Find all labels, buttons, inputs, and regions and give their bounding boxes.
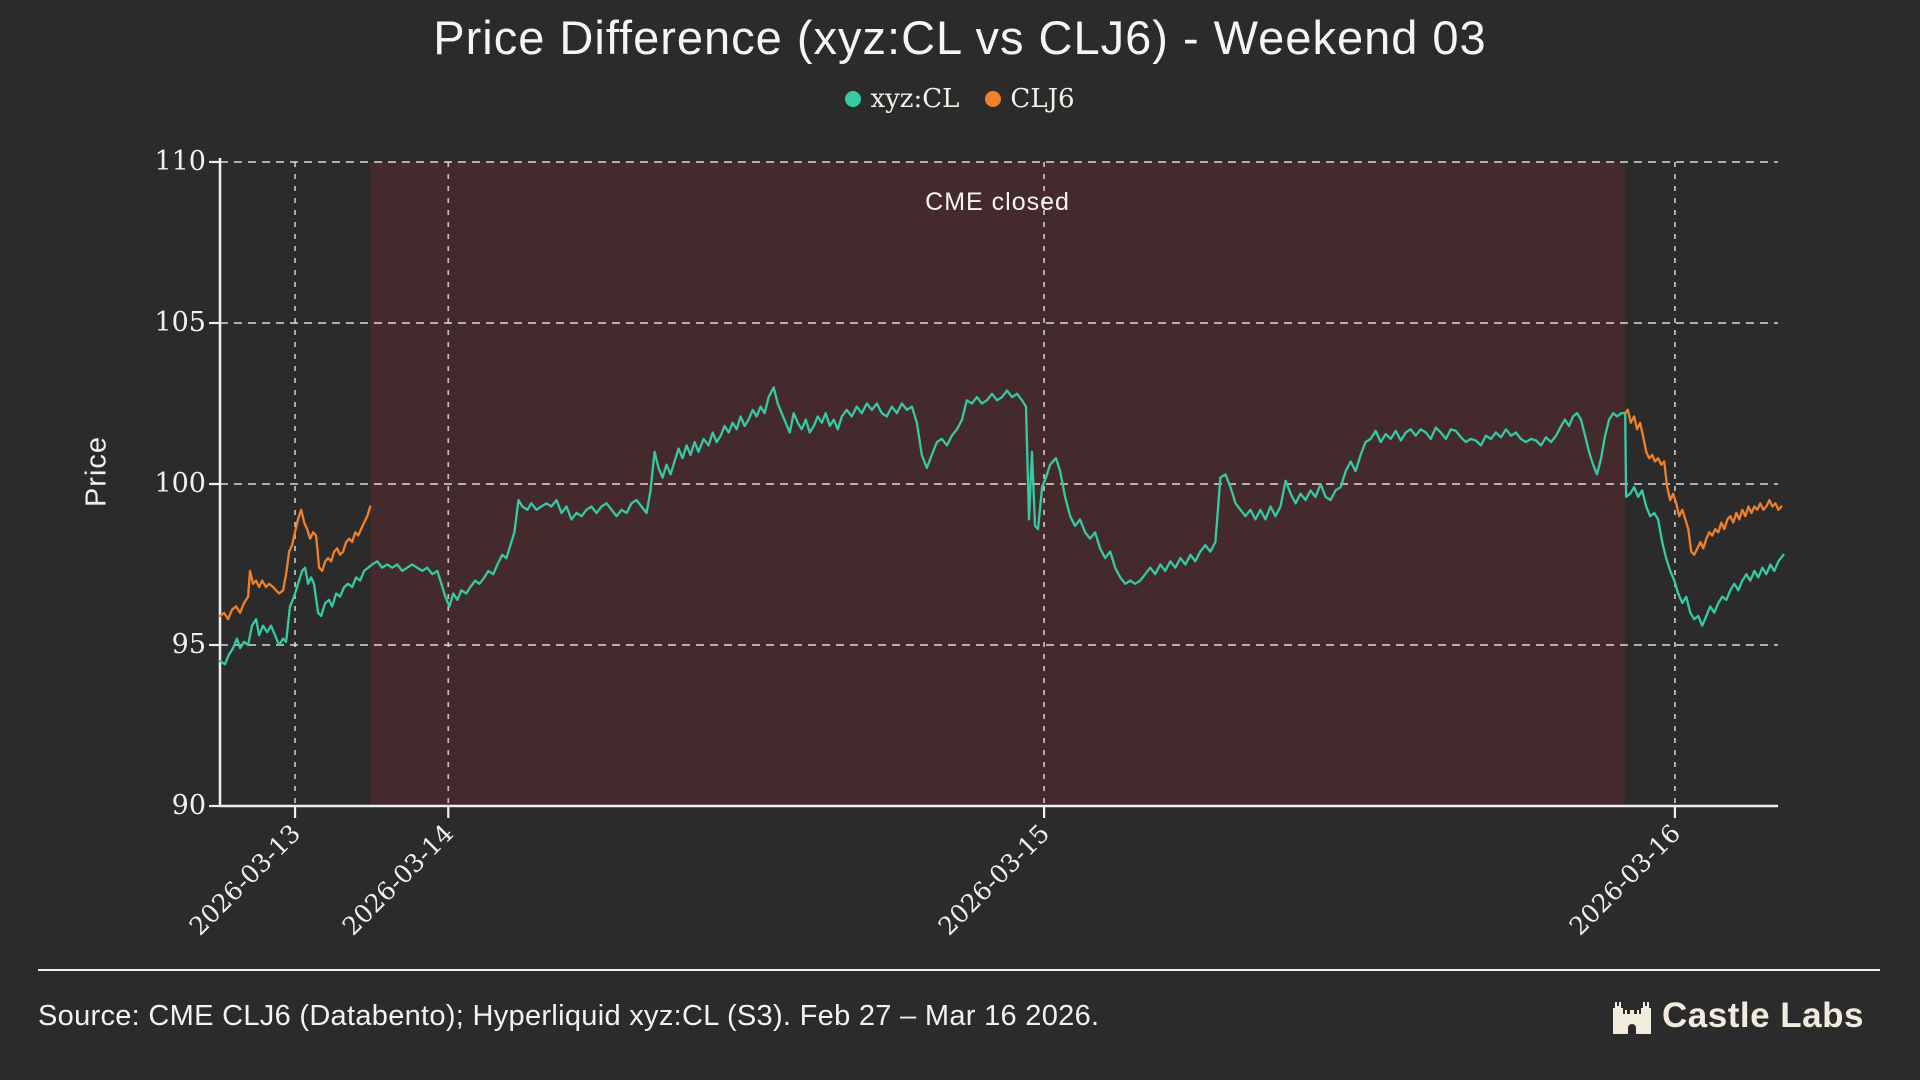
series-line-xyz:CL-0	[218, 386, 1785, 666]
legend-label-xyzcl: xyz:CL	[870, 84, 960, 114]
series-line-CLJ6-0	[218, 505, 372, 621]
legend-label-clj6: CLJ6	[1010, 84, 1075, 114]
castle-icon	[1613, 1002, 1652, 1034]
legend-item-clj6: CLJ6	[985, 84, 1075, 114]
legend-item-xyzcl: xyz:CL	[845, 84, 959, 114]
y-tick-label-90: 90	[171, 790, 206, 821]
y-tick-label-95: 95	[171, 629, 206, 660]
y-tick-label-105: 105	[154, 307, 206, 338]
brand-logo: Castle Labs	[1612, 996, 1864, 1036]
series-line-CLJ6-1	[1624, 408, 1783, 556]
footer-divider	[38, 969, 1880, 971]
source-text: Source: CME CLJ6 (Databento); Hyperliqui…	[38, 1000, 1100, 1032]
xyzcl-series-marker-icon	[845, 91, 862, 107]
chart-title: Price Difference (xyz:CL vs CLJ6) - Week…	[433, 11, 1487, 64]
cme-closed-label: CME closed	[925, 188, 1070, 216]
brand-name: Castle Labs	[1662, 996, 1864, 1035]
clj6-series-marker-icon	[985, 91, 1002, 107]
y-tick-label-100: 100	[154, 468, 206, 499]
y-tick-label-110: 110	[154, 146, 206, 177]
legend: xyz:CL CLJ6	[0, 84, 1920, 114]
